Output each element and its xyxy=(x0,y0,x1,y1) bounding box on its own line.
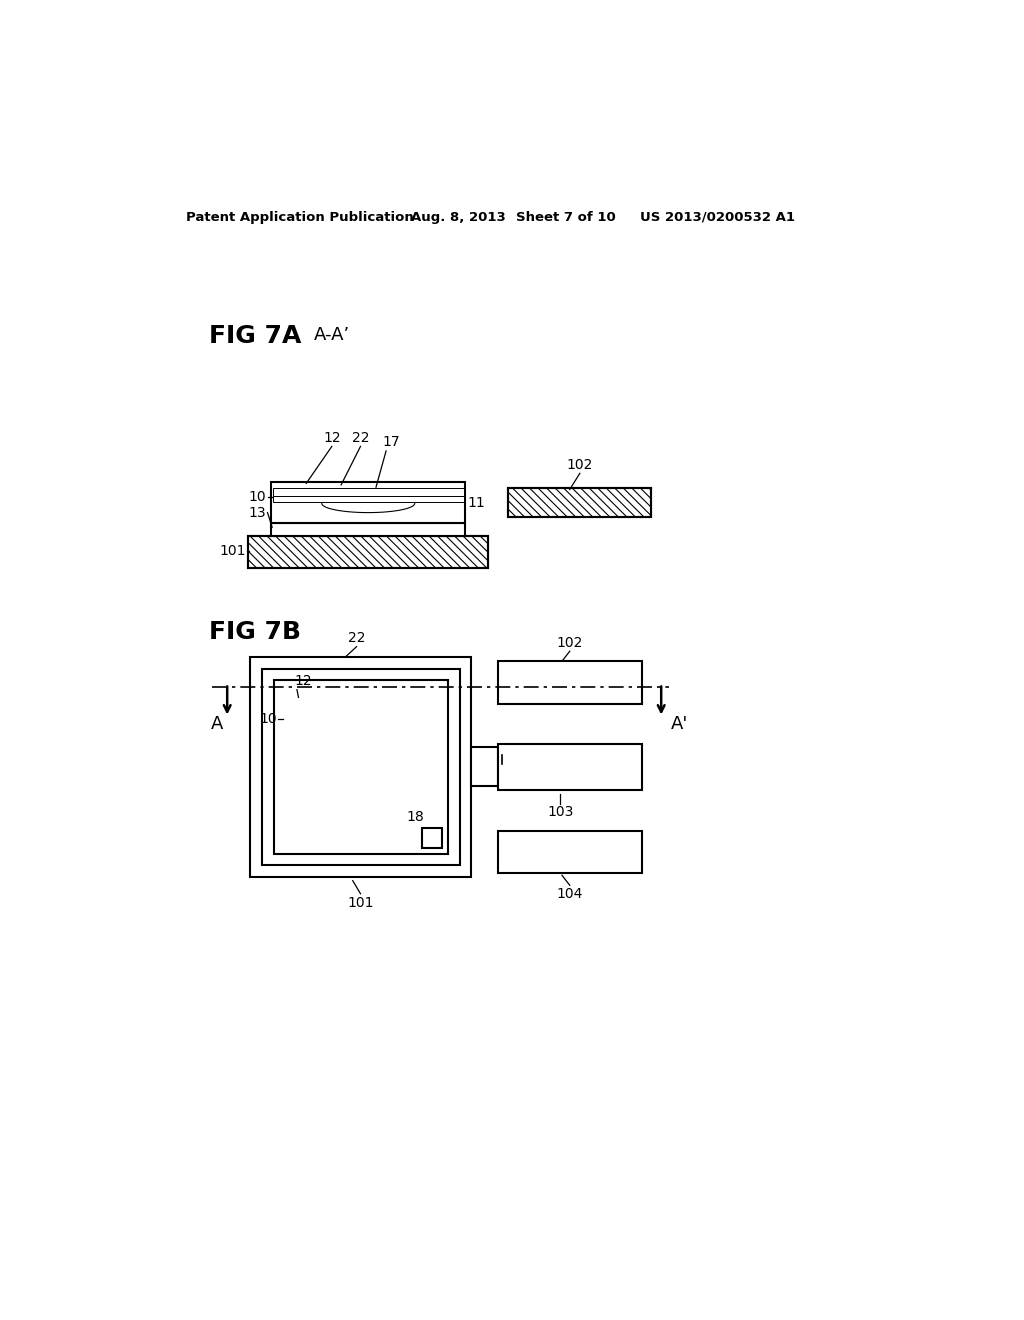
Bar xyxy=(499,661,642,704)
Text: Patent Application Publication: Patent Application Publication xyxy=(186,211,414,224)
Bar xyxy=(271,523,465,536)
Bar xyxy=(273,681,449,854)
Text: A: A xyxy=(211,715,223,733)
Text: FIG 7A: FIG 7A xyxy=(209,323,302,348)
Bar xyxy=(248,536,488,568)
Text: 13: 13 xyxy=(249,506,266,520)
Text: 11: 11 xyxy=(467,495,485,510)
Bar xyxy=(499,743,642,789)
Bar xyxy=(471,747,499,785)
Bar xyxy=(251,657,471,876)
Bar xyxy=(271,482,465,523)
Text: 102: 102 xyxy=(557,636,583,649)
Text: 22: 22 xyxy=(348,631,366,645)
Text: 12: 12 xyxy=(295,675,312,688)
Text: 10: 10 xyxy=(259,711,276,726)
Text: 22: 22 xyxy=(352,430,370,445)
Text: A-A’: A-A’ xyxy=(314,326,350,345)
Text: 103: 103 xyxy=(547,805,573,820)
Text: 18: 18 xyxy=(407,809,424,824)
Bar xyxy=(262,669,460,866)
Text: 104: 104 xyxy=(557,887,583,900)
Text: FIG 7B: FIG 7B xyxy=(209,620,301,644)
Text: Aug. 8, 2013: Aug. 8, 2013 xyxy=(411,211,506,224)
Bar xyxy=(273,496,464,502)
Text: 101: 101 xyxy=(347,896,374,909)
Text: 12: 12 xyxy=(323,430,341,445)
Text: 17: 17 xyxy=(382,436,399,449)
Text: A': A' xyxy=(671,715,688,733)
Bar xyxy=(422,828,442,847)
Bar xyxy=(508,488,651,517)
Text: 102: 102 xyxy=(566,458,593,471)
Text: 101: 101 xyxy=(219,544,246,558)
Text: Sheet 7 of 10: Sheet 7 of 10 xyxy=(515,211,615,224)
Text: US 2013/0200532 A1: US 2013/0200532 A1 xyxy=(640,211,795,224)
Bar xyxy=(499,830,642,873)
Bar xyxy=(273,488,464,496)
Bar xyxy=(248,536,488,568)
Text: 10: 10 xyxy=(249,490,266,504)
Bar xyxy=(508,488,651,517)
